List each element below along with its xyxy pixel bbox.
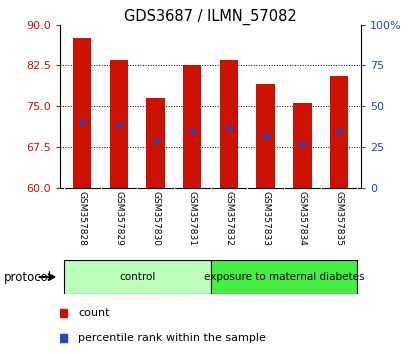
Text: GSM357833: GSM357833 bbox=[261, 191, 270, 246]
Text: control: control bbox=[119, 272, 155, 282]
Bar bbox=[256, 85, 275, 188]
Text: GSM357835: GSM357835 bbox=[334, 191, 344, 246]
Bar bbox=[293, 103, 312, 188]
Bar bbox=[330, 76, 348, 188]
Text: GSM357830: GSM357830 bbox=[151, 191, 160, 246]
Text: GSM357832: GSM357832 bbox=[225, 191, 234, 246]
Bar bbox=[73, 38, 91, 188]
Bar bbox=[183, 65, 201, 188]
Title: GDS3687 / ILMN_57082: GDS3687 / ILMN_57082 bbox=[124, 8, 297, 25]
Text: percentile rank within the sample: percentile rank within the sample bbox=[78, 333, 266, 343]
Bar bbox=[110, 60, 128, 188]
Text: GSM357829: GSM357829 bbox=[115, 191, 123, 246]
Text: exposure to maternal diabetes: exposure to maternal diabetes bbox=[204, 272, 364, 282]
Bar bbox=[211, 260, 357, 294]
Bar bbox=[64, 260, 211, 294]
Bar bbox=[220, 60, 238, 188]
Text: protocol: protocol bbox=[4, 270, 52, 284]
Bar bbox=[146, 98, 165, 188]
Text: count: count bbox=[78, 308, 110, 318]
Text: GSM357831: GSM357831 bbox=[188, 191, 197, 246]
Text: GSM357834: GSM357834 bbox=[298, 191, 307, 246]
Text: GSM357828: GSM357828 bbox=[78, 191, 87, 246]
